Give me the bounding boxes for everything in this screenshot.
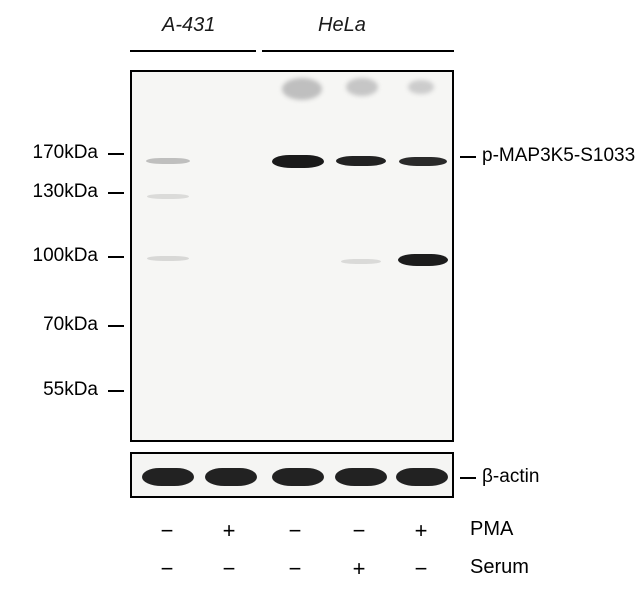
mw-tick-170 — [108, 153, 124, 155]
cond-pma-lane3: − — [266, 518, 324, 544]
band-target — [336, 156, 386, 166]
cond-pma-lane1: − — [138, 518, 196, 544]
mw-label-55: 55kDa — [18, 379, 98, 401]
actin-tick — [460, 477, 476, 479]
actin-label: β-actin — [482, 466, 539, 488]
band-faint — [147, 194, 189, 199]
cond-pma-lane4: − — [330, 518, 388, 544]
mw-label-130: 130kDa — [18, 181, 98, 203]
mw-label-100: 100kDa — [18, 245, 98, 267]
band-secondary-strong — [398, 254, 448, 266]
loading-control-panel — [130, 452, 454, 498]
cond-serum-lane3: − — [266, 556, 324, 582]
cond-pma-lane5: + — [392, 518, 450, 544]
gel-smudge — [346, 78, 378, 96]
band-target-strong — [272, 155, 324, 168]
actin-band — [396, 468, 448, 486]
mw-label-70: 70kDa — [18, 314, 98, 336]
target-tick-1 — [460, 156, 476, 158]
sample-underline-a431 — [130, 50, 256, 52]
mw-tick-55 — [108, 390, 124, 392]
band-faint — [147, 256, 189, 261]
actin-band — [205, 468, 257, 486]
sample-underline-hela — [262, 50, 454, 52]
cond-serum-lane4: + — [330, 556, 388, 582]
target-label-1: p-MAP3K5-S1033 — [482, 145, 635, 167]
cond-pma-lane2: + — [200, 518, 258, 544]
western-blot-figure: A-431 HeLa 170kDa 130kDa 100kDa 70kDa 55… — [0, 0, 640, 594]
mw-tick-100 — [108, 256, 124, 258]
sample-label-hela: HeLa — [318, 14, 366, 37]
cond-serum-lane2: − — [200, 556, 258, 582]
cond-name-serum: Serum — [470, 556, 529, 579]
gel-smudge — [408, 80, 434, 94]
cond-serum-lane5: − — [392, 556, 450, 582]
band-target — [399, 157, 447, 166]
band-faint — [146, 158, 190, 164]
mw-tick-70 — [108, 325, 124, 327]
cond-name-pma: PMA — [470, 518, 513, 541]
cond-serum-lane1: − — [138, 556, 196, 582]
mw-label-170: 170kDa — [18, 142, 98, 164]
mw-tick-130 — [108, 192, 124, 194]
actin-band — [272, 468, 324, 486]
actin-band — [335, 468, 387, 486]
gel-smudge — [282, 78, 322, 100]
band-faint — [341, 259, 381, 264]
sample-label-a431: A-431 — [162, 14, 215, 37]
main-blot-panel — [130, 70, 454, 442]
actin-band — [142, 468, 194, 486]
